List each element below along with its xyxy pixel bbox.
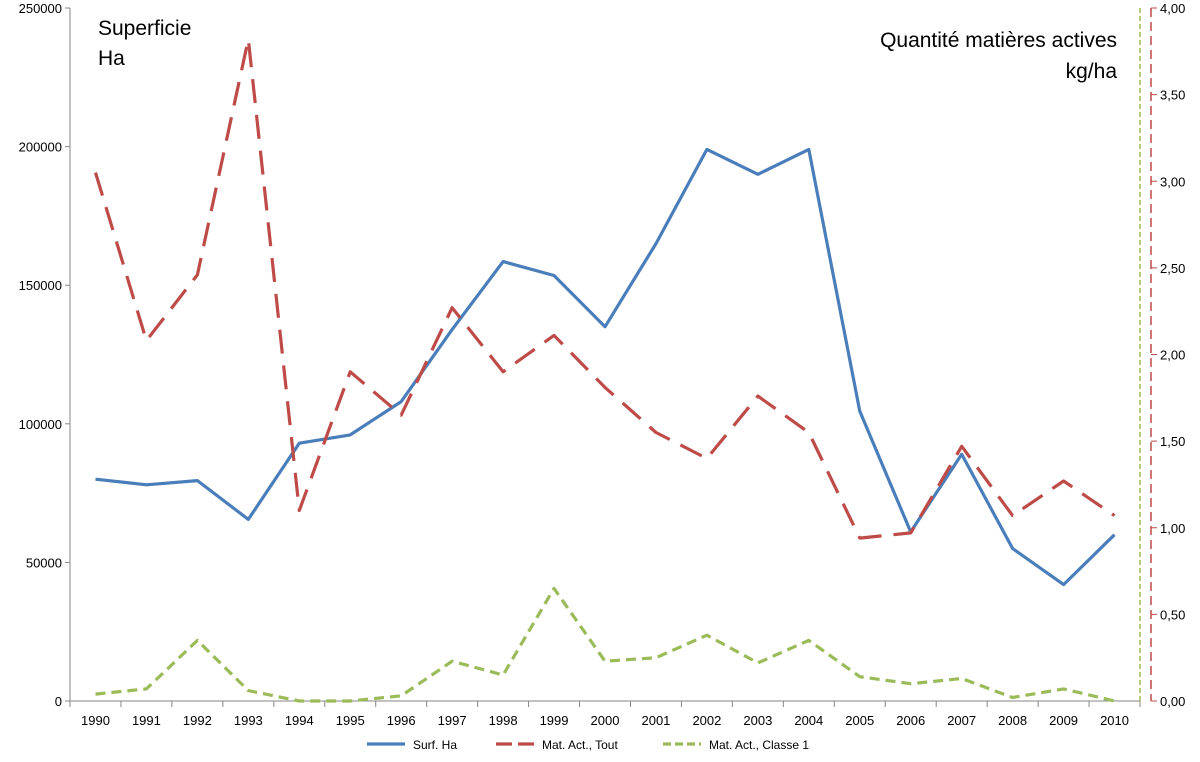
right-tick-label: 1,50 bbox=[1160, 434, 1185, 449]
right-tick-label: 0,50 bbox=[1160, 607, 1185, 622]
right-tick-label: 3,50 bbox=[1160, 88, 1185, 103]
x-tick-label: 1999 bbox=[540, 713, 569, 728]
x-tick-label: 1994 bbox=[285, 713, 314, 728]
x-tick-label: 1997 bbox=[438, 713, 467, 728]
x-tick-label: 1996 bbox=[387, 713, 416, 728]
legend-label: Mat. Act., Tout bbox=[542, 738, 618, 752]
x-tick-label: 1995 bbox=[336, 713, 365, 728]
x-tick-label: 1998 bbox=[489, 713, 518, 728]
axis-titles: Superficie Ha Quantité matières actives … bbox=[98, 17, 1117, 83]
x-tick-label: 2001 bbox=[641, 713, 670, 728]
left-tick-label: 100000 bbox=[19, 417, 62, 432]
right-tick-label: 3,00 bbox=[1160, 174, 1185, 189]
x-tick-label: 2004 bbox=[794, 713, 823, 728]
x-tick-label: 1991 bbox=[132, 713, 161, 728]
left-tick-label: 50000 bbox=[26, 555, 62, 570]
axes: 0 50000 100000 150000 200000 250000 0,00 0,50 1,… bbox=[19, 1, 1186, 728]
legend-item: Surf. Ha bbox=[367, 738, 457, 752]
legend: Surf. Ha Mat. Act., Tout Mat. Act., Classe… bbox=[367, 738, 809, 752]
x-tick-label: 2006 bbox=[896, 713, 925, 728]
left-tick-label: 250000 bbox=[19, 1, 62, 16]
legend-item: Mat. Act., Tout bbox=[496, 738, 618, 752]
right-tick-label: 0,00 bbox=[1160, 694, 1185, 709]
series-line-1 bbox=[95, 147, 1116, 587]
right-axis-title-line-1: Quantité matières actives bbox=[880, 29, 1117, 52]
right-tick-label: 2,50 bbox=[1160, 261, 1185, 276]
x-tick-label: 2000 bbox=[591, 713, 620, 728]
left-tick-label: 150000 bbox=[19, 278, 62, 293]
x-tick-label: 2003 bbox=[743, 713, 772, 728]
left-axis-title-line-2: Ha bbox=[98, 47, 125, 70]
x-tick-label: 1992 bbox=[183, 713, 212, 728]
x-tick-label: 1993 bbox=[234, 713, 263, 728]
series-lines bbox=[93, 37, 1116, 703]
x-tick-label: 2005 bbox=[845, 713, 874, 728]
x-tick-label: 2008 bbox=[998, 713, 1027, 728]
legend-label: Mat. Act., Classe 1 bbox=[709, 738, 809, 752]
x-tick-label: 2007 bbox=[947, 713, 976, 728]
left-tick-label: 0 bbox=[55, 694, 62, 709]
series-line-2 bbox=[93, 37, 1116, 540]
right-axis-title-line-2: kg/ha bbox=[1066, 60, 1118, 83]
x-tick-label: 2002 bbox=[692, 713, 721, 728]
right-tick-label: 2,00 bbox=[1160, 348, 1185, 363]
left-axis-title-line-1: Superficie bbox=[98, 17, 191, 40]
legend-item: Mat. Act., Classe 1 bbox=[663, 738, 809, 752]
left-tick-label: 200000 bbox=[19, 140, 62, 155]
series-line-3 bbox=[95, 586, 1115, 703]
right-tick-label: 4,00 bbox=[1160, 1, 1185, 16]
legend-label: Surf. Ha bbox=[413, 738, 457, 752]
x-tick-label: 2009 bbox=[1049, 713, 1078, 728]
x-tick-label: 2010 bbox=[1100, 713, 1129, 728]
right-tick-label: 1,00 bbox=[1160, 521, 1185, 536]
x-tick-label: 1990 bbox=[81, 713, 110, 728]
